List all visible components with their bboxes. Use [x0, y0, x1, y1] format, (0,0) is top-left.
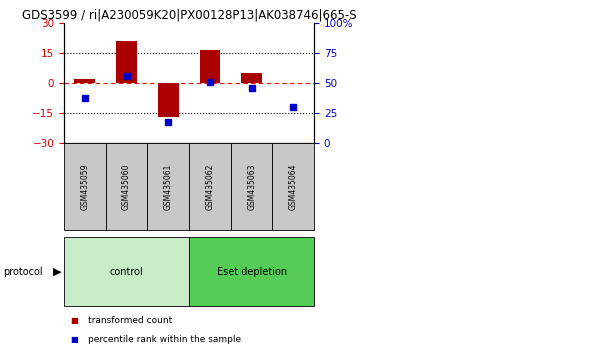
Bar [74, 79, 95, 83]
Text: GSM435063: GSM435063 [247, 164, 256, 210]
Text: GDS3599 / ri|A230059K20|PX00128P13|AK038746|665-S: GDS3599 / ri|A230059K20|PX00128P13|AK038… [22, 9, 356, 22]
Bar [158, 83, 179, 117]
Text: GSM435062: GSM435062 [206, 164, 215, 210]
Text: Eset depletion: Eset depletion [217, 267, 287, 277]
Bar [199, 50, 220, 83]
Text: ■: ■ [70, 335, 78, 344]
Text: control: control [110, 267, 143, 277]
Text: percentile rank within the sample: percentile rank within the sample [88, 335, 242, 344]
Text: GSM435061: GSM435061 [163, 164, 173, 210]
Bar [241, 73, 262, 83]
Text: ▶: ▶ [52, 267, 61, 277]
Text: protocol: protocol [3, 267, 43, 277]
Text: GSM435064: GSM435064 [289, 164, 298, 210]
Text: GSM435059: GSM435059 [81, 164, 90, 210]
Text: ■: ■ [70, 316, 78, 325]
Text: GSM435060: GSM435060 [122, 164, 131, 210]
Bar [116, 41, 137, 83]
Text: transformed count: transformed count [88, 316, 173, 325]
